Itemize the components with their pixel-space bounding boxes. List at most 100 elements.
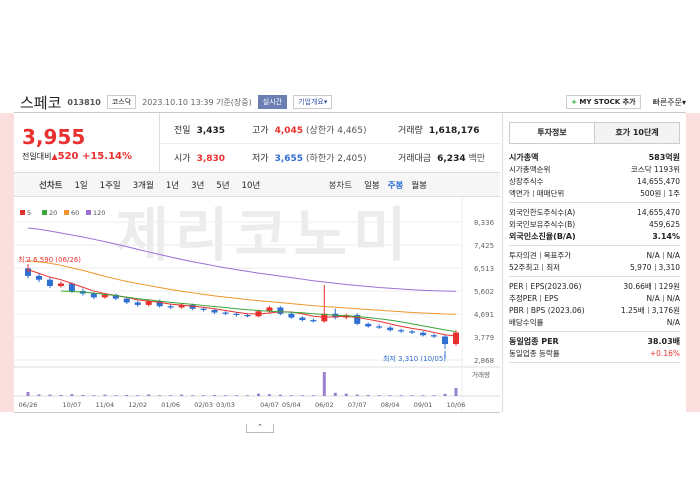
value: 500원 xyxy=(640,188,662,198)
my-stock-label: MY STOCK 추가 xyxy=(579,98,636,106)
value: 459,625 xyxy=(648,219,680,229)
x-tick-label: 10/06 xyxy=(447,401,466,409)
separator xyxy=(662,295,664,302)
tab-period[interactable]: 1년 xyxy=(165,180,180,191)
collapse-button[interactable]: ⌃ xyxy=(246,424,274,433)
volume-bar xyxy=(158,395,162,396)
volume-bar xyxy=(147,394,151,396)
legend-label: 20 xyxy=(49,209,57,217)
row-values: N/A N/A xyxy=(646,294,680,303)
tab-candle-period[interactable]: 일봉 xyxy=(364,180,380,191)
candle-body xyxy=(398,330,405,332)
volume-label: 거래량 xyxy=(472,370,490,379)
moving-average-line xyxy=(27,227,457,292)
row-label: 상장주식수 xyxy=(509,176,544,187)
tab-candle-period[interactable]: 주봉 xyxy=(387,180,404,191)
volume-bar xyxy=(344,393,348,396)
quick-order[interactable]: 빠른주문▾ xyxy=(652,97,686,107)
legend-swatch xyxy=(20,210,25,215)
tab-period[interactable]: 5년 xyxy=(216,180,230,191)
y-tick-label: 5,602 xyxy=(474,288,494,296)
invest-section: PER EPS(2023.06) 30.66배 129원 추정PER EPS N/A N/A P… xyxy=(509,277,680,332)
tab-period[interactable]: 1주일 xyxy=(99,180,121,191)
market-badge: 코스닥 xyxy=(106,95,137,109)
candle-body xyxy=(35,275,42,280)
row-label: 시가총액 xyxy=(509,152,538,163)
row-values: 14,655,470 xyxy=(637,177,680,186)
label: 시가총액 xyxy=(509,152,539,162)
tab-period[interactable]: 1일 xyxy=(74,180,88,191)
realtime-badge[interactable]: 실시간 xyxy=(257,95,288,109)
tab-period[interactable]: 3개월 xyxy=(132,180,154,191)
annotation-high: 최고 6,590 (06/26) xyxy=(18,255,81,264)
invest-tab[interactable]: 호가 10단계 xyxy=(594,123,679,143)
x-tick-label: 01/06 xyxy=(161,401,180,409)
invest-row: 외국인한도주식수(A) 14,655,470 xyxy=(509,206,680,218)
candle-body xyxy=(409,331,416,333)
stat-cell: 전일 3,435 xyxy=(174,123,225,136)
legend-swatch xyxy=(64,210,69,215)
label: 외국인소진율(B/A) xyxy=(509,231,576,241)
tab-line[interactable]: 선차트 xyxy=(39,180,63,191)
change-label: 전일대비 xyxy=(22,152,52,161)
tab-period[interactable]: 3년 xyxy=(191,180,205,191)
value: 3,310 xyxy=(658,262,680,272)
volume-bar xyxy=(103,394,107,396)
separator xyxy=(539,252,541,259)
stat-value: 3,830 xyxy=(196,154,226,164)
value: 14,655,470 xyxy=(637,176,680,186)
volume-bar xyxy=(454,388,458,396)
stat-cell: 고가 4,045 (상한가 4,465) xyxy=(252,123,367,136)
row-label: 추정PER EPS xyxy=(509,293,558,304)
volume-bar xyxy=(37,394,41,396)
volume-bar xyxy=(399,395,403,396)
x-tick-label: 05/04 xyxy=(282,401,301,409)
moving-average-line xyxy=(60,290,457,333)
value: 5,970 xyxy=(630,262,652,272)
volume-bar xyxy=(333,392,337,396)
invest-row: 액면가 매매단위 500원 1주 xyxy=(509,187,680,199)
tab-candle-period[interactable]: 월봉 xyxy=(411,180,427,191)
legend-label: 60 xyxy=(71,209,79,217)
plus-icon: + xyxy=(571,98,577,106)
moving-average-line xyxy=(27,269,457,337)
price: 3,955 xyxy=(22,125,86,149)
candle-body xyxy=(376,326,383,328)
row-label: 시가총액순위 xyxy=(509,164,550,175)
label: 액면가 xyxy=(509,188,530,198)
candle-body xyxy=(46,279,53,287)
volume-bar xyxy=(26,392,30,396)
x-tick-label: 07/07 xyxy=(348,401,367,409)
candle-body xyxy=(420,332,427,336)
volume-bar xyxy=(136,395,140,396)
candle-body xyxy=(189,304,196,309)
volume-bar xyxy=(311,395,315,396)
tab-candle[interactable]: 봉차트 xyxy=(328,180,353,191)
x-tick-label: 02/03 xyxy=(194,401,213,409)
stat-value: 3,655 xyxy=(274,154,304,164)
x-tick-label: 12/02 xyxy=(128,401,147,409)
label: 시가총액순위 xyxy=(509,164,551,174)
row-values: 459,625 xyxy=(649,220,680,229)
row-values: N/A xyxy=(667,318,680,327)
invest-row: PBR BPS (2023.06) 1.25배 3,176원 xyxy=(509,304,680,316)
row-values: +0.16% xyxy=(650,349,680,358)
candle-body xyxy=(365,323,372,327)
stat-label: 고가 xyxy=(252,126,269,136)
overview-button[interactable]: 기업개요▾ xyxy=(293,95,333,109)
row-values: 코스닥 1193위 xyxy=(631,164,680,175)
my-stock-button[interactable]: + MY STOCK 추가 xyxy=(566,95,641,109)
row-label: 외국인보유주식수(B) xyxy=(509,219,575,230)
value: 3.14% xyxy=(652,231,680,241)
volume-bar xyxy=(245,395,249,396)
invest-row: 상장주식수 14,655,470 xyxy=(509,175,680,187)
x-tick-label: 08/04 xyxy=(381,401,400,409)
tab-period[interactable]: 10년 xyxy=(241,180,261,191)
row-values: 500원 1주 xyxy=(640,188,680,199)
candle-body xyxy=(156,301,163,307)
chart: 제리코노미 8,336 7,425 6,513 5,602 4,691 3,779 2,868… xyxy=(14,197,500,412)
invest-tab[interactable]: 투자정보 xyxy=(510,123,594,143)
candle-body xyxy=(68,283,75,292)
